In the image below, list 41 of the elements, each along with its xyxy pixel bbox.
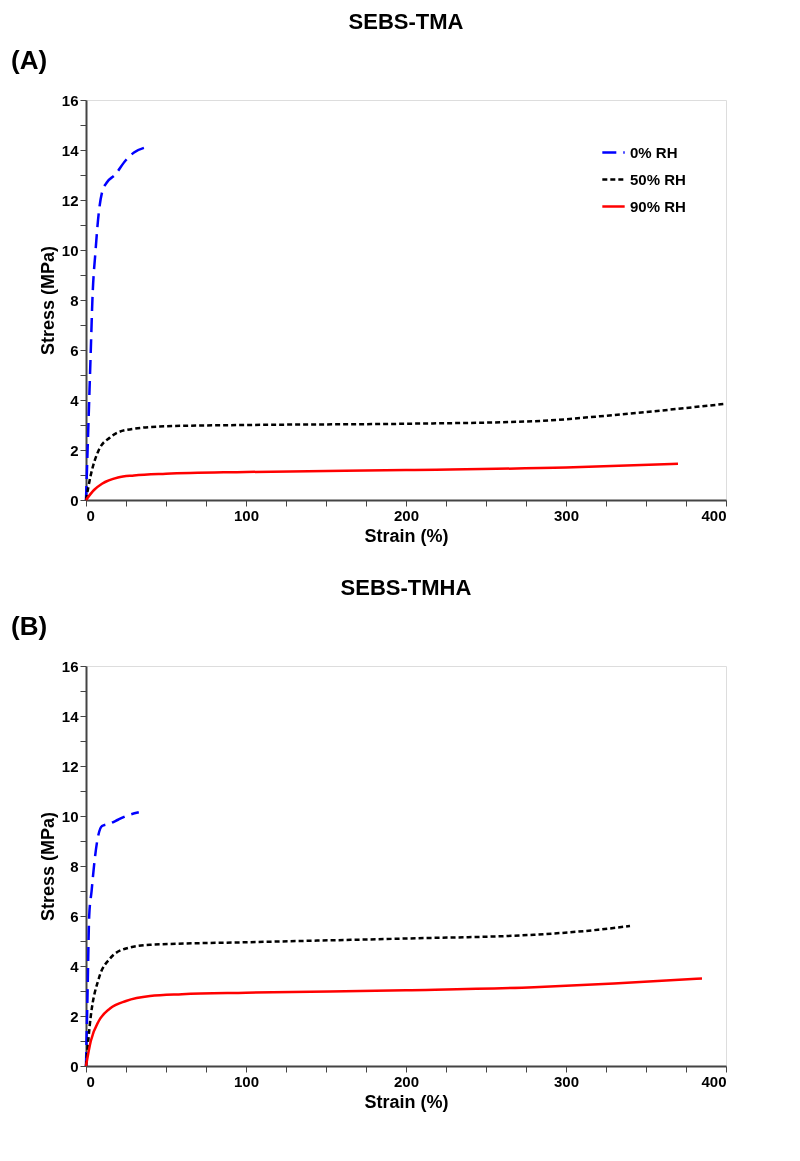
x-tick-label: 200: [393, 506, 420, 524]
y-tick-label: 14: [61, 707, 80, 725]
x-tick-label: 100: [233, 1072, 260, 1090]
x-tick-label: 300: [553, 506, 580, 524]
y-tick-label: 12: [61, 191, 79, 209]
x-tick-label: 0: [86, 506, 95, 524]
text: (B): [11, 611, 48, 641]
legend-label: 90% RH: [630, 197, 686, 215]
y-tick-label: 8: [70, 291, 79, 309]
y-tick-label: 2: [70, 1007, 79, 1025]
y-tick-label: 8: [70, 857, 79, 875]
y-tick-label: 2: [70, 441, 79, 459]
y-tick-label: 0: [70, 1057, 79, 1075]
x-tick-label: 400: [701, 1072, 727, 1090]
x-tick-label: 0: [86, 1072, 95, 1090]
y-tick-label: 4: [70, 391, 80, 409]
legend-label: 50% RH: [630, 170, 686, 188]
line-series: [84, 977, 704, 1068]
chart-title: SEBS-TMA: [348, 9, 464, 34]
y-tick-label: 10: [61, 241, 79, 259]
x-tick-label: 400: [701, 506, 727, 524]
y-tick-label: 10: [61, 807, 79, 825]
y-tick-label: 12: [61, 757, 79, 775]
y-tick-label: 16: [61, 91, 79, 109]
y-tick-label: 14: [61, 141, 80, 159]
chart-title: SEBS-TMHA: [340, 575, 472, 600]
text: (A): [11, 45, 48, 75]
y-tick-label: 16: [61, 657, 79, 675]
y-axis-title: Stress (MPa): [37, 811, 58, 922]
y-tick-label: 6: [70, 341, 79, 359]
x-tick-label: 100: [233, 506, 260, 524]
y-axis-title: Stress (MPa): [37, 245, 58, 356]
x-tick-label: 200: [393, 1072, 420, 1090]
legend-label: 0% RH: [630, 143, 678, 161]
y-tick-label: 6: [70, 907, 79, 925]
x-tick-label: 300: [553, 1072, 580, 1090]
x-axis-title: Strain (%): [364, 525, 449, 546]
y-tick-label: 0: [70, 491, 79, 509]
y-tick-label: 4: [70, 957, 80, 975]
x-axis-title: Strain (%): [364, 1091, 449, 1112]
line-series: [84, 462, 680, 502]
